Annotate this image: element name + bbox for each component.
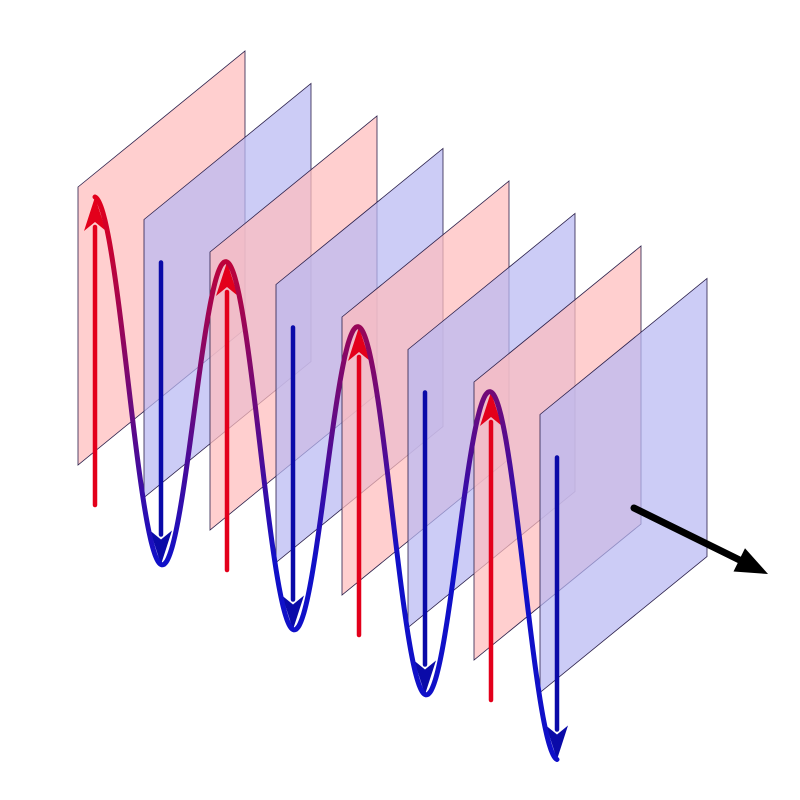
crest-field-arrow xyxy=(480,392,502,703)
crest-field-arrow xyxy=(216,262,238,573)
trough-field-arrow xyxy=(282,325,304,630)
wavefront-planes xyxy=(77,50,708,694)
sine-wave-curve xyxy=(92,194,560,762)
crest-field-arrow xyxy=(84,197,106,508)
wavefront-plane-trough xyxy=(539,277,708,694)
trough-field-arrow xyxy=(414,390,436,695)
trough-field-arrow xyxy=(150,260,172,565)
trough-field-arrow xyxy=(546,455,568,760)
crest-field-arrow xyxy=(348,327,370,638)
propagation-arrow-icon xyxy=(630,504,768,574)
field-arrows xyxy=(84,197,568,760)
